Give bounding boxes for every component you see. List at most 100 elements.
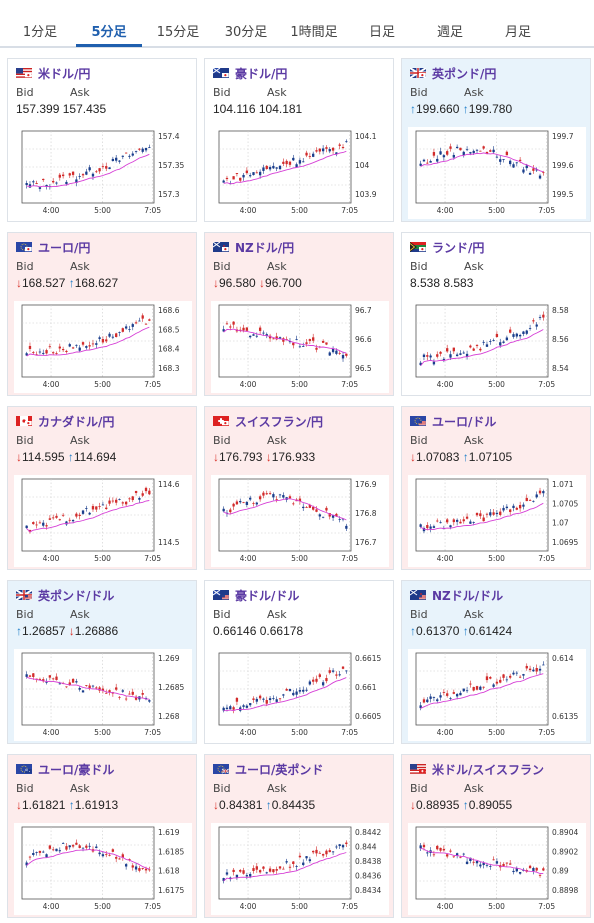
candle-body — [462, 352, 465, 354]
tab-daily[interactable]: 日足 — [368, 25, 395, 40]
currency-card[interactable]: NZドル/ドル Bid Ask ↑0.61370 ↑0.61424 0.614 0.613… — [401, 580, 591, 744]
x-tick-label: 5:00 — [291, 380, 308, 389]
candle-body — [61, 514, 65, 516]
ask-price: 176.933 — [271, 450, 316, 464]
pair-name-link[interactable]: ランド/円 — [432, 241, 485, 255]
currency-card[interactable]: 米ドル/円 Bid Ask 157.399 157.435 157.4 157.35 157… — [7, 58, 197, 222]
candle-body — [459, 692, 462, 696]
candle-body — [475, 686, 479, 690]
candle-body — [515, 333, 518, 337]
mini-chart[interactable]: 157.4 157.35 157.3 4:00 5:00 7:05 — [14, 127, 192, 219]
pair-name-link[interactable]: ユーロ/英ポンド — [235, 763, 324, 777]
candle-body — [105, 166, 108, 169]
candle-body — [42, 352, 45, 354]
pair-name-link[interactable]: ユーロ/円 — [38, 241, 91, 255]
pair-name-link[interactable]: 米ドル/スイスフラン — [432, 763, 545, 777]
currency-card[interactable]: ユーロ/円 Bid Ask ↓168.527 ↑168.627 168.6 168.5 16… — [7, 232, 197, 396]
x-tick-label: 7:05 — [341, 902, 358, 911]
candle-body — [75, 344, 78, 346]
candle-body — [455, 146, 459, 149]
bid-price: 0.66146 — [213, 624, 257, 638]
candle-body — [345, 842, 348, 845]
mini-chart[interactable]: 1.071 1.0705 1.07 1.0695 4:00 5:00 7:05 — [408, 475, 586, 567]
currency-card[interactable]: ユーロ/ドル Bid Ask ↓1.07083 ↑1.07105 1.071 1.0705… — [401, 406, 591, 570]
mini-chart[interactable]: 104.1 104 103.9 4:00 5:00 7:05 — [211, 127, 389, 219]
candle-body — [492, 340, 495, 341]
tab-1min[interactable]: 1分足 — [22, 25, 58, 40]
mini-chart[interactable]: 8.58 8.56 8.54 4:00 5:00 7:05 — [408, 301, 586, 393]
mini-chart[interactable]: 168.6 168.5 168.4 168.3 4:00 5:00 7:05 — [14, 301, 192, 393]
mini-chart[interactable]: 0.8904 0.8902 0.89 0.8898 4:00 5:00 7:05 — [408, 823, 586, 915]
candle-body — [535, 494, 538, 498]
mini-chart[interactable]: 176.9 176.8 176.7 4:00 5:00 7:05 — [211, 475, 389, 567]
candle-body — [442, 358, 446, 361]
pair-name-link[interactable]: 米ドル/円 — [38, 67, 91, 81]
mini-chart[interactable]: 0.8442 0.844 0.8438 0.8436 0.8434 4:00 5:00 7:0… — [211, 823, 389, 915]
candle-body — [436, 520, 439, 522]
candle-body — [55, 353, 58, 354]
candle-body — [101, 854, 105, 857]
mini-chart[interactable]: 1.269 1.2685 1.268 4:00 5:00 7:05 — [14, 649, 192, 741]
candle-body — [518, 334, 522, 337]
currency-card[interactable]: 米ドル/スイスフラン Bid Ask ↓0.88935 ↑0.89055 0.8904 0… — [401, 754, 591, 918]
tab-5min[interactable]: 5分足 — [91, 25, 127, 40]
bid-price: 1.61821 — [22, 798, 66, 812]
mini-chart[interactable]: 114.6 114.5 4:00 5:00 7:05 — [14, 475, 192, 567]
candle-body — [525, 665, 528, 669]
candle-body — [321, 682, 325, 686]
up-arrow-icon: ↑ — [16, 624, 22, 638]
candle-body — [492, 859, 495, 861]
pair-name-link[interactable]: 豪ドル/ドル — [235, 589, 300, 603]
currency-card[interactable]: 豪ドル/円 Bid Ask 104.116 104.181 104.1 104 103.9 4… — [204, 58, 394, 222]
mini-chart[interactable]: 0.614 0.6135 4:00 5:00 7:05 — [408, 649, 586, 741]
ask-price: 104.181 — [258, 102, 303, 116]
currency-card[interactable]: 豪ドル/ドル Bid Ask 0.66146 0.66178 0.6615 0.661 0.… — [204, 580, 394, 744]
currency-card[interactable]: ユーロ/英ポンド Bid Ask ↓0.84381 ↑0.84435 0.8442 0.8… — [204, 754, 394, 918]
bid-price: 96.580 — [219, 276, 256, 290]
pair-name-link[interactable]: カナダドル/円 — [38, 415, 115, 429]
x-tick-label: 7:05 — [538, 902, 555, 911]
pair-name-link[interactable]: 英ポンド/ドル — [38, 589, 115, 603]
pair-name-link[interactable]: 豪ドル/円 — [235, 67, 288, 81]
currency-card[interactable]: スイスフラン/円 Bid Ask ↓176.793 ↓176.933 176.9 176.… — [204, 406, 394, 570]
candle-body — [502, 507, 505, 511]
candle-body — [469, 521, 472, 524]
candle-body — [475, 861, 479, 864]
candle-body — [452, 692, 455, 694]
candle-body — [111, 500, 115, 502]
candle-body — [449, 525, 452, 528]
pair-name-link[interactable]: NZドル/円 — [235, 241, 295, 255]
pair-name-link[interactable]: 英ポンド/円 — [432, 67, 497, 81]
mini-chart[interactable]: 0.6615 0.661 0.6605 4:00 5:00 7:05 — [211, 649, 389, 741]
tab-30min[interactable]: 30分足 — [224, 25, 268, 40]
pair-name-link[interactable]: ユーロ/豪ドル — [38, 763, 115, 777]
currency-card[interactable]: 英ポンド/ドル Bid Ask ↑1.26857 ↓1.26886 1.269 1.268… — [7, 580, 197, 744]
x-tick-label: 5:00 — [94, 728, 111, 737]
x-tick-label: 7:05 — [341, 206, 358, 215]
bid-label: Bid — [16, 260, 34, 273]
currency-card[interactable]: NZドル/円 Bid Ask ↓96.580 ↓96.700 96.7 96.6 96.5 4… — [204, 232, 394, 396]
tab-15min[interactable]: 15分足 — [156, 25, 200, 40]
y-tick-label: 0.8442 — [355, 828, 381, 837]
mini-chart[interactable]: 199.7 199.6 199.5 4:00 5:00 7:05 — [408, 127, 586, 219]
currency-card[interactable]: ランド/円 Bid Ask 8.538 8.583 8.58 8.56 8.54 4:00 5:… — [401, 232, 591, 396]
tab-weekly[interactable]: 週足 — [436, 25, 463, 40]
mini-chart[interactable]: 96.7 96.6 96.5 4:00 5:00 7:05 — [211, 301, 389, 393]
currency-card[interactable]: 英ポンド/円 Bid Ask ↑199.660 ↑199.780 199.7 199.6 1… — [401, 58, 591, 222]
candle-body — [148, 147, 151, 149]
candle-body — [426, 162, 429, 164]
candle-body — [282, 495, 285, 498]
currency-card[interactable]: ユーロ/豪ドル Bid Ask ↓1.61821 ↑1.61913 1.619 1.618… — [7, 754, 197, 918]
x-tick-label: 7:05 — [538, 380, 555, 389]
candle-body — [459, 857, 462, 859]
candle-body — [25, 183, 28, 185]
pair-name-link[interactable]: スイスフラン/円 — [235, 415, 324, 429]
pair-name-link[interactable]: NZドル/ドル — [432, 589, 504, 603]
mini-chart[interactable]: 1.619 1.6185 1.618 1.6175 4:00 5:00 7:05 — [14, 823, 192, 915]
tab-monthly[interactable]: 月足 — [504, 25, 531, 40]
candle-body — [465, 516, 469, 519]
candle-body — [528, 668, 532, 671]
pair-name-link[interactable]: ユーロ/ドル — [432, 415, 497, 429]
tab-1hour[interactable]: 1時間足 — [290, 25, 338, 40]
currency-card[interactable]: カナダドル/円 Bid Ask ↓114.595 ↑114.694 114.6 114.5… — [7, 406, 197, 570]
